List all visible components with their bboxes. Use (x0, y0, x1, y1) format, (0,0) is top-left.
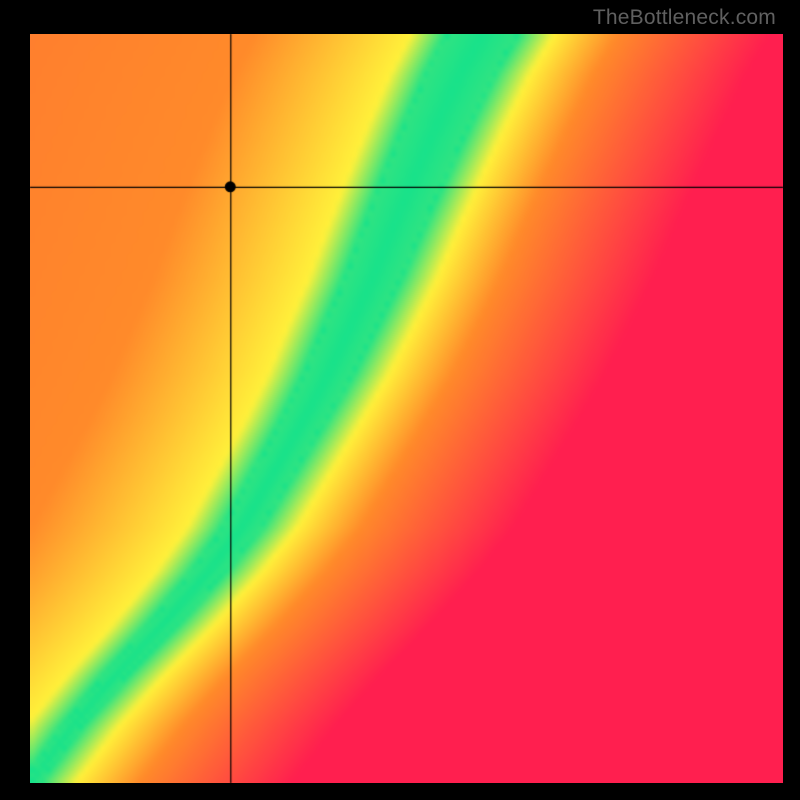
watermark-text: TheBottleneck.com (593, 6, 776, 30)
crosshair-overlay (0, 0, 800, 800)
